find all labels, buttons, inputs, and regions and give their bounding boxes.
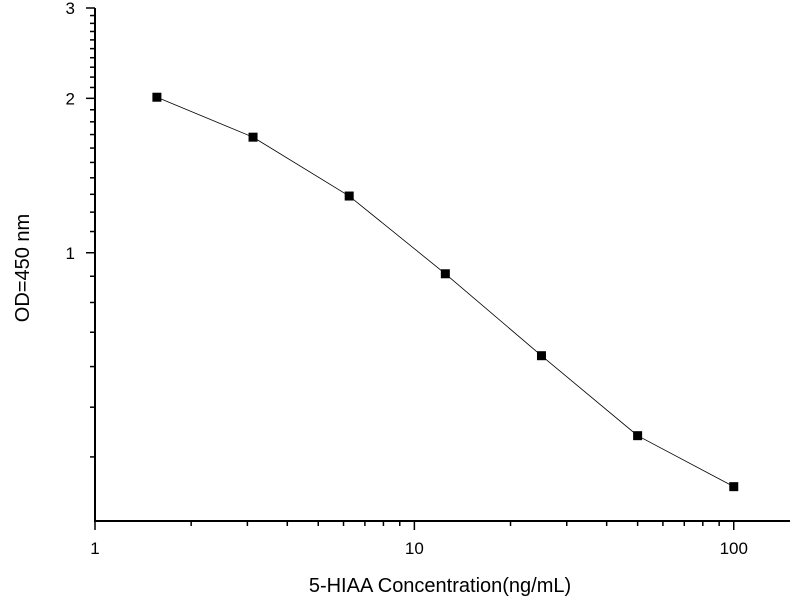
y-tick-label: 1 (66, 244, 75, 263)
data-point (344, 191, 354, 201)
axes (94, 8, 790, 522)
data-point (729, 482, 739, 492)
data-point (633, 431, 643, 441)
series-line (156, 96, 734, 488)
y-tick-label: 2 (66, 89, 75, 108)
x-axis-title: 5-HIAA Concentration(ng/mL) (309, 575, 571, 597)
x-tick-label: 10 (405, 539, 424, 558)
data-point (536, 351, 546, 361)
x-tick-label: 100 (720, 539, 748, 558)
series (152, 92, 739, 492)
data-point (152, 92, 162, 102)
y-axis-title: OD=450 nm (12, 214, 34, 322)
y-tick-label: 3 (66, 0, 75, 18)
data-point (248, 132, 258, 142)
ticks: 1 10 100 1 2 3 (66, 0, 748, 558)
x-tick-label: 1 (90, 539, 99, 558)
data-point (440, 269, 450, 279)
